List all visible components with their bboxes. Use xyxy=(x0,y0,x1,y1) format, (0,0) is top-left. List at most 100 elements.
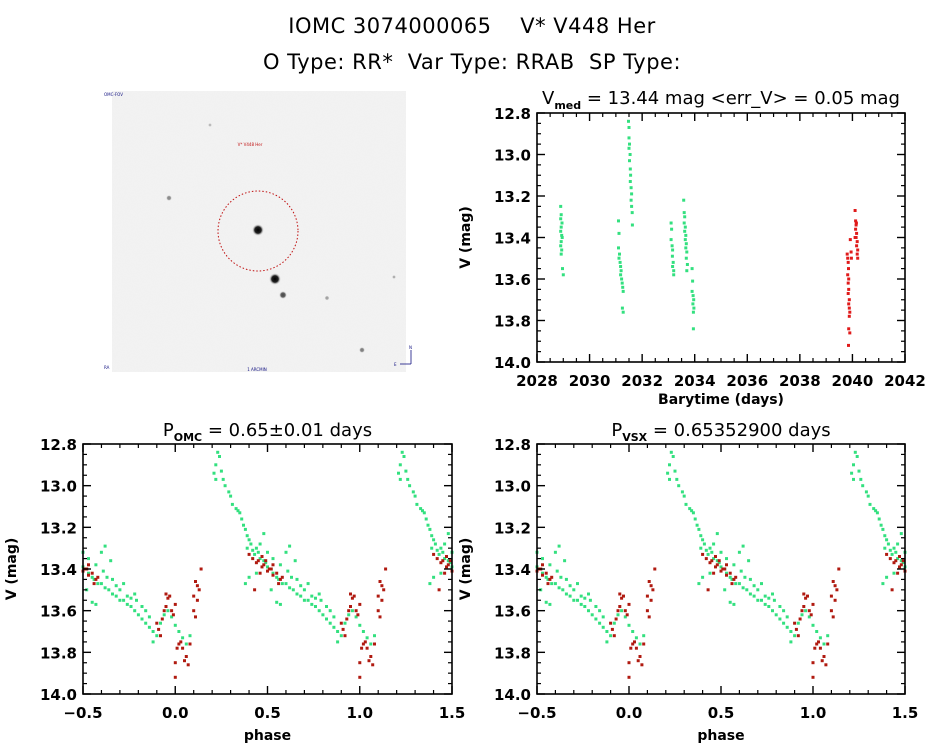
x-axis-label: Barytime (days) xyxy=(658,392,784,408)
data-point-green xyxy=(888,548,892,552)
data-point-red xyxy=(649,584,653,588)
x-tick-label: 2028 xyxy=(516,372,558,390)
data-point-green xyxy=(885,538,889,542)
data-point-red xyxy=(164,592,168,596)
data-point-red xyxy=(822,655,826,658)
data-point-green xyxy=(886,542,890,546)
data-point-green xyxy=(170,615,174,619)
data-point-red xyxy=(855,252,859,256)
data-point-green xyxy=(275,600,279,604)
data-point-green xyxy=(725,571,728,575)
header-title-line2: O Type: RR* Var Type: RRAB SP Type: xyxy=(262,50,682,74)
data-point-red xyxy=(546,582,550,586)
data-point-green xyxy=(135,598,138,602)
data-point-green xyxy=(400,450,404,454)
data-point-green xyxy=(704,548,708,552)
y-tick-label: 14.0 xyxy=(40,686,77,704)
data-point-red xyxy=(349,605,352,608)
data-point-green xyxy=(155,634,159,638)
data-point-green xyxy=(617,256,621,260)
data-point-green xyxy=(548,563,552,567)
data-point-green xyxy=(559,575,563,579)
chart-phase-omc: −0.5 0.0 0.5 1.0 1.5 12.8 13.0 13.2 13.4 13.6 13.8… xyxy=(4,420,465,744)
data-point-green xyxy=(129,605,133,608)
data-point-green xyxy=(741,544,745,548)
data-point-red xyxy=(806,594,809,598)
data-point-green xyxy=(879,523,883,527)
data-point-green xyxy=(684,502,688,506)
data-point-green xyxy=(544,600,548,604)
data-point-red xyxy=(194,615,197,619)
data-point-green xyxy=(238,511,242,515)
data-point-green xyxy=(310,594,314,598)
data-point-red xyxy=(363,640,367,644)
data-point-red xyxy=(847,314,851,318)
data-point-green xyxy=(630,204,634,208)
data-point-red xyxy=(712,571,716,575)
data-point-green xyxy=(550,582,554,586)
data-point-green xyxy=(568,594,572,598)
data-point-green xyxy=(306,582,310,586)
data-point-green xyxy=(691,279,695,283)
data-point-green xyxy=(221,477,225,481)
data-point-red xyxy=(717,559,721,563)
data-point-green xyxy=(561,267,564,271)
chart-lightcurve: 2028 2030 2032 2034 2036 2038 2040 2042 12.8 13.0… xyxy=(458,88,926,408)
data-point-green xyxy=(559,240,563,244)
data-point-red xyxy=(820,659,824,663)
data-point-red xyxy=(847,298,851,302)
data-point-red xyxy=(800,609,804,613)
data-point-green xyxy=(852,463,855,467)
data-point-green xyxy=(682,198,686,202)
sky-image: V* V448 Her OMC-FOV RA 1 ARCMIN N E xyxy=(104,91,412,372)
data-point-red xyxy=(815,642,819,646)
data-point-green xyxy=(258,542,262,546)
data-point-green xyxy=(692,306,696,310)
data-point-red xyxy=(809,613,813,617)
star xyxy=(166,195,172,201)
data-point-green xyxy=(874,509,878,513)
data-point-red xyxy=(260,565,264,569)
data-point-red xyxy=(627,661,631,665)
data-points xyxy=(535,450,907,679)
data-point-red xyxy=(892,561,896,565)
data-point-green xyxy=(701,575,705,579)
data-point-green xyxy=(441,550,445,554)
data-point-red xyxy=(194,580,197,583)
data-points xyxy=(81,450,454,679)
header-title-line1: IOMC 3074000065 V* V448 Her xyxy=(288,14,656,38)
data-point-green xyxy=(369,642,373,646)
data-point-green xyxy=(630,192,634,196)
data-point-green xyxy=(682,221,686,225)
data-point-green xyxy=(256,550,260,554)
data-point-green xyxy=(691,310,695,314)
y-tick-label: 13.2 xyxy=(494,519,531,537)
data-point-green xyxy=(92,577,96,581)
data-point-green xyxy=(621,285,625,289)
data-point-red xyxy=(853,236,857,239)
x-axis-label: phase xyxy=(697,728,744,744)
data-point-green xyxy=(732,563,736,567)
data-point-red xyxy=(544,571,548,575)
x-tick-label: 1.0 xyxy=(346,704,373,722)
data-point-green xyxy=(853,450,857,454)
compass-east-label: E xyxy=(394,362,397,367)
data-point-green xyxy=(576,582,579,586)
data-point-green xyxy=(236,509,240,513)
data-point-red xyxy=(835,588,839,592)
data-point-green xyxy=(631,630,635,633)
data-point-green xyxy=(87,557,90,561)
data-point-green xyxy=(743,575,747,579)
data-point-green xyxy=(243,582,247,586)
data-point-green xyxy=(397,471,400,475)
data-point-green xyxy=(90,600,94,604)
data-point-red xyxy=(846,256,850,260)
y-tick-label: 13.8 xyxy=(40,644,77,662)
data-point-green xyxy=(557,544,561,548)
data-point-green xyxy=(752,584,756,588)
data-point-red xyxy=(437,588,441,592)
data-point-red xyxy=(846,281,850,285)
y-tick-label: 13.0 xyxy=(40,478,77,496)
data-point-green xyxy=(188,634,192,638)
data-point-red xyxy=(199,567,203,571)
